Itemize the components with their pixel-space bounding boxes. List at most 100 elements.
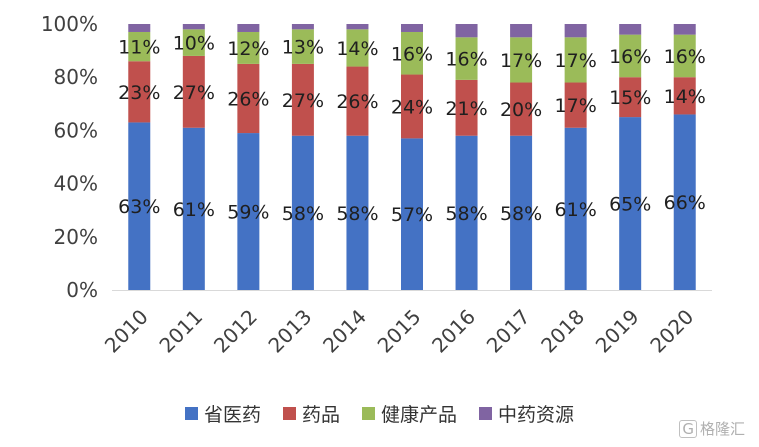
legend-swatch-0	[184, 407, 198, 420]
bar-2019-series-1	[619, 77, 642, 118]
x-tick-label-2016: 2016	[427, 305, 480, 358]
y-tick-label-0: 0%	[66, 278, 98, 302]
data-label-2010-series-1: 23%	[118, 82, 160, 104]
bar-2012-series-0	[237, 133, 260, 290]
bar-2010-series-1	[128, 61, 151, 123]
data-label-2016-series-1: 21%	[445, 98, 487, 120]
bar-2016-series-1	[455, 79, 478, 136]
data-label-2018-series-2: 17%	[555, 50, 597, 72]
legend-item-0: 省医药	[184, 400, 261, 427]
watermark-text: 格隆汇	[699, 420, 745, 438]
watermark: G 格隆汇	[679, 418, 745, 439]
data-label-2010-series-2: 11%	[118, 37, 160, 59]
bar-2016-series-0	[455, 135, 478, 290]
bar-2011-series-2	[182, 29, 205, 56]
x-tick-label-2019: 2019	[591, 305, 644, 358]
bar-2019-series-2	[619, 34, 642, 78]
y-tick-label-5: 100%	[41, 12, 98, 36]
data-label-2014-series-0: 58%	[336, 203, 378, 225]
bar-2018-series-0	[564, 127, 587, 291]
data-label-2012-series-1: 26%	[227, 88, 269, 110]
legend-item-1: 药品	[282, 400, 340, 427]
x-tick-label-2014: 2014	[318, 305, 371, 358]
legend-swatch-1	[282, 407, 296, 420]
bar-2017-series-3	[510, 24, 533, 38]
stacked-bar-chart: 0% 20% 40% 60% 80% 100% 63% 23% 11% 61% 27% 10% 59%…	[41, 12, 712, 358]
bar-2013-series-1	[291, 63, 314, 136]
bar-2017-series-0	[510, 135, 533, 290]
x-tick-label-2020: 2020	[645, 305, 698, 358]
data-labels: 63% 23% 11% 61% 27% 10% 59% 26% 12% 58% 27% 13% 58% 2…	[118, 33, 706, 227]
legend-label-2: 健康产品	[381, 404, 458, 426]
bar-2018-series-1	[564, 82, 587, 128]
data-label-2015-series-2: 16%	[391, 43, 433, 65]
bar-2019-series-0	[619, 117, 642, 290]
data-label-2017-series-2: 17%	[500, 50, 542, 72]
bar-2012-series-1	[237, 63, 260, 134]
bar-2016-series-3	[455, 24, 478, 38]
bar-2020-series-1	[673, 77, 696, 115]
data-label-2019-series-0: 65%	[609, 194, 651, 216]
bar-2012-series-2	[237, 31, 260, 64]
x-tick-label-2013: 2013	[263, 305, 316, 358]
bar-2017-series-1	[510, 82, 533, 136]
data-label-2018-series-1: 17%	[555, 95, 597, 117]
data-label-2011-series-1: 27%	[173, 82, 215, 104]
x-tick-label-2011: 2011	[154, 305, 207, 358]
x-tick-label-2010: 2010	[100, 305, 153, 358]
legend-item-3: 中药资源	[479, 400, 574, 427]
legend-label-1: 药品	[301, 404, 340, 426]
data-label-2020-series-1: 14%	[664, 86, 706, 108]
bar-2012-series-3	[237, 24, 260, 32]
y-tick-label-2: 40%	[54, 172, 98, 196]
data-label-2015-series-1: 24%	[391, 96, 433, 118]
bar-2017-series-2	[510, 37, 533, 83]
y-tick-label-1: 20%	[54, 225, 98, 249]
y-tick-label-4: 80%	[54, 65, 98, 89]
bar-2015-series-0	[401, 138, 423, 290]
legend-item-2: 健康产品	[362, 400, 457, 427]
legend-label-0: 省医药	[203, 404, 261, 426]
bar-2010-series-2	[128, 31, 151, 62]
data-label-2013-series-0: 58%	[282, 203, 324, 225]
bars	[128, 24, 696, 291]
data-label-2011-series-2: 10%	[173, 33, 215, 55]
bar-2018-series-2	[564, 37, 587, 83]
bar-2014-series-2	[346, 29, 369, 67]
legend-swatch-2	[362, 407, 375, 420]
bar-2013-series-3	[291, 24, 314, 30]
bar-2015-series-1	[401, 74, 423, 139]
data-label-2015-series-0: 57%	[391, 204, 433, 226]
data-label-2011-series-0: 61%	[173, 199, 215, 221]
bar-2018-series-3	[564, 24, 587, 38]
bar-2019-series-3	[619, 24, 642, 35]
bar-2014-series-3	[346, 24, 369, 30]
data-label-2012-series-2: 12%	[227, 38, 269, 60]
data-label-2010-series-0: 63%	[118, 196, 160, 218]
data-label-2013-series-1: 27%	[282, 90, 324, 112]
legend-swatch-3	[479, 407, 493, 420]
bar-2013-series-0	[291, 135, 314, 290]
bar-2020-series-3	[673, 24, 696, 35]
bar-2015-series-2	[401, 31, 423, 75]
data-label-2020-series-2: 16%	[664, 46, 706, 68]
data-label-2012-series-0: 59%	[227, 202, 269, 224]
bar-2016-series-2	[455, 37, 478, 80]
x-tick-label-2018: 2018	[536, 305, 589, 358]
x-axis: 2010 2011 2012 2013 2014 2015 2016 2017 2018 2019…	[100, 290, 712, 358]
data-label-2017-series-0: 58%	[500, 203, 542, 225]
data-label-2019-series-1: 15%	[609, 87, 651, 109]
data-label-2013-series-2: 13%	[282, 37, 324, 59]
gelonghui-icon: G	[679, 419, 697, 438]
legend: 省医药 药品 健康产品 中药资源	[0, 400, 759, 427]
data-label-2014-series-2: 14%	[336, 38, 378, 60]
bar-2013-series-2	[291, 29, 314, 64]
data-label-2014-series-1: 26%	[336, 91, 378, 113]
data-label-2019-series-2: 16%	[609, 46, 651, 68]
data-label-2018-series-0: 61%	[555, 199, 597, 221]
bar-2010-series-3	[128, 24, 151, 32]
bar-2020-series-2	[673, 34, 696, 78]
data-label-2020-series-0: 66%	[664, 192, 706, 214]
bar-2014-series-0	[346, 135, 369, 290]
bar-2014-series-1	[346, 66, 369, 136]
